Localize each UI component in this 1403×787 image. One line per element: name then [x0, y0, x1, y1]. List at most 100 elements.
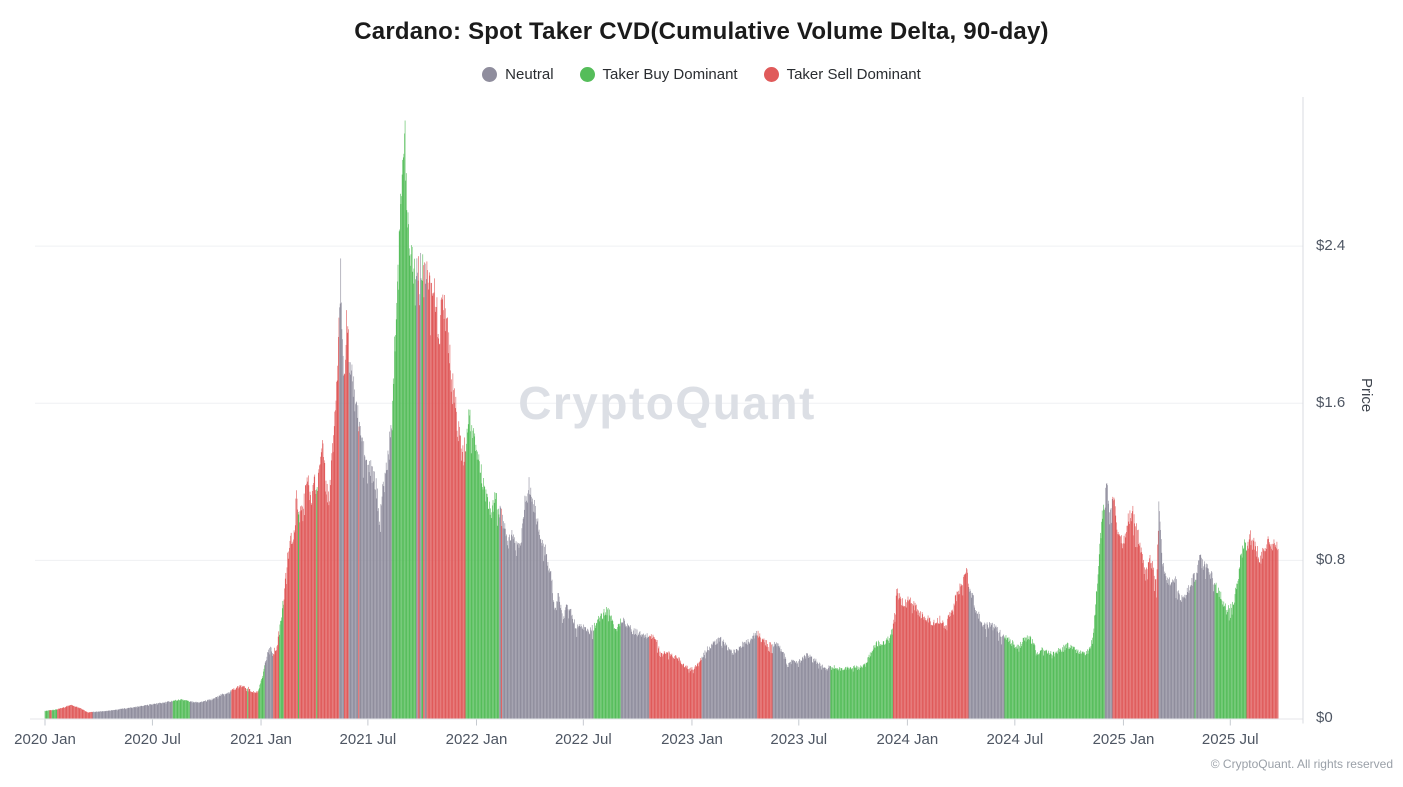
price-bar [1093, 628, 1095, 719]
price-bar [106, 710, 107, 719]
price-bar [623, 617, 624, 719]
price-bar [962, 595, 964, 719]
price-bar [945, 625, 947, 719]
price-bar [833, 665, 835, 719]
price-bar [567, 609, 569, 719]
price-bar [51, 710, 53, 719]
price-bar [664, 652, 666, 719]
price-bar [946, 625, 947, 719]
price-bar [920, 618, 922, 719]
price-bar [114, 709, 116, 719]
price-bar [816, 661, 818, 719]
price-bar [434, 306, 436, 719]
price-bar [657, 648, 659, 719]
price-bar [261, 679, 262, 719]
price-bar [398, 231, 400, 719]
price-bar [948, 614, 950, 719]
price-bar [1260, 555, 1261, 719]
price-bar [659, 655, 660, 719]
price-bar [1182, 596, 1183, 719]
legend-item-taker-sell-dominant[interactable]: Taker Sell Dominant [763, 66, 921, 83]
price-bar [867, 657, 869, 719]
price-bar [107, 710, 109, 719]
price-bar [825, 670, 827, 719]
price-bar [924, 616, 925, 719]
price-bar [104, 711, 105, 719]
price-bar [1254, 541, 1256, 719]
price-bar [789, 662, 790, 719]
price-bar [1119, 534, 1120, 719]
price-bar [922, 614, 924, 719]
price-bar [1137, 529, 1139, 719]
price-bar [1233, 604, 1235, 719]
price-bar [1222, 604, 1223, 719]
price-bar [534, 499, 535, 719]
price-bar [905, 599, 906, 719]
price-bar [397, 281, 398, 719]
price-bar [1215, 582, 1217, 719]
legend-item-neutral[interactable]: Neutral [482, 66, 554, 83]
price-bar [898, 599, 899, 719]
price-bar [143, 705, 145, 719]
price-bar [453, 402, 455, 719]
price-bar [914, 610, 915, 719]
legend-item-taker-buy-dominant[interactable]: Taker Buy Dominant [579, 66, 738, 83]
price-bar [404, 120, 406, 719]
price-bar [629, 626, 630, 719]
price-bar [211, 698, 213, 719]
price-bar [1221, 600, 1223, 719]
price-bar [909, 599, 911, 719]
price-bar [298, 514, 300, 719]
price-bar [559, 601, 561, 719]
price-bar [251, 692, 253, 719]
price-bar [769, 642, 771, 719]
price-bar [55, 709, 57, 719]
price-bar [571, 614, 573, 719]
price-bar [936, 623, 937, 719]
price-bar [800, 662, 801, 719]
price-bar [684, 666, 686, 719]
price-bar [498, 514, 500, 719]
price-bar [603, 608, 605, 719]
price-bar [423, 297, 425, 719]
price-bar [735, 653, 736, 719]
price-bar [522, 523, 523, 719]
price-bar [667, 652, 669, 719]
price-bar [463, 465, 464, 719]
price-bar [1172, 581, 1174, 719]
price-bar [1157, 544, 1158, 719]
price-bar [966, 567, 967, 719]
price-bar [934, 623, 936, 719]
price-bar [786, 663, 787, 719]
price-bar [1224, 605, 1225, 719]
price-bar [860, 665, 862, 719]
price-bar [315, 493, 317, 719]
price-bar [616, 631, 618, 719]
price-bar [103, 711, 104, 719]
price-bar [270, 646, 271, 719]
price-bar [156, 704, 158, 719]
x-tick-label: 2021 Jan [230, 731, 292, 748]
price-bar [1264, 551, 1265, 719]
price-bar [613, 628, 615, 719]
price-bar [812, 662, 814, 719]
price-bar [1241, 557, 1243, 719]
price-bar [478, 454, 480, 719]
price-bar [757, 635, 758, 719]
price-bar [1144, 567, 1145, 719]
price-bar [493, 511, 494, 719]
price-bar [492, 500, 494, 719]
price-bar [119, 708, 121, 719]
price-bar [100, 711, 102, 719]
price-bar [583, 624, 584, 719]
price-bar [233, 688, 235, 719]
price-bar [351, 370, 352, 719]
price-bar [342, 339, 343, 719]
price-bar [1175, 598, 1177, 719]
price-bar [1146, 567, 1147, 719]
price-bar [316, 487, 318, 719]
price-bar [1166, 583, 1168, 719]
price-bar [1193, 573, 1194, 719]
price-bar [407, 227, 408, 719]
price-bar [361, 437, 362, 719]
